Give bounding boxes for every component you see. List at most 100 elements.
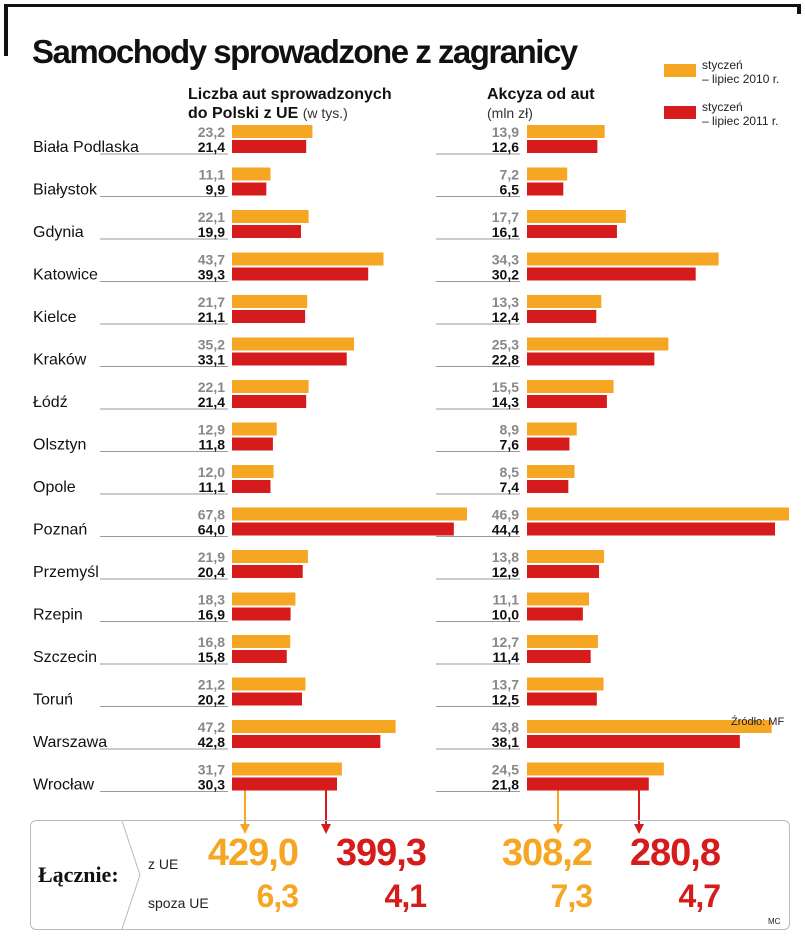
bar-p2-s2: [527, 565, 600, 578]
city-label: Przemyśl: [33, 564, 99, 581]
right-header-unit: (mln zł): [487, 105, 533, 121]
bar-value-label: 34,3: [492, 252, 519, 268]
bar-value-label: 30,3: [198, 777, 225, 793]
bar-value-label: 13,7: [492, 677, 519, 693]
city-label: Olsztyn: [33, 437, 86, 454]
bar-p1-s2: [232, 267, 369, 281]
bar-value-label: 16,1: [492, 224, 519, 240]
bar-value-label: 14,3: [492, 394, 519, 410]
bar-value-label: 12,9: [492, 564, 519, 580]
legend-2011-line2: – lipiec 2011 r.: [702, 114, 779, 128]
bar-value-label: 43,8: [492, 719, 519, 735]
bar-p1-s1: [232, 210, 309, 223]
bar-p2-s1: [527, 337, 669, 351]
source-note: Źródło: MF: [731, 716, 785, 728]
bar-p1-s2: [232, 437, 273, 451]
bar-p2-s1: [527, 167, 568, 181]
left-header-unit: (w tys.): [302, 105, 348, 121]
city-label: Opole: [33, 479, 76, 496]
bar-p1-s2: [232, 140, 307, 153]
city-label: Białystok: [33, 182, 98, 199]
bar-value-label: 20,2: [198, 692, 225, 708]
bar-value-label: 22,1: [198, 379, 225, 395]
left-panel-header: Liczba aut sprowadzonych do Polski z UE …: [188, 85, 392, 123]
bar-p2-s1: [527, 677, 604, 691]
bar-value-label: 22,8: [492, 352, 519, 368]
bar-value-label: 9,9: [206, 182, 226, 198]
bar-value-label: 19,9: [198, 224, 225, 240]
bar-value-label: 17,7: [492, 209, 519, 225]
bar-p2-s1: [527, 125, 605, 138]
bar-p2-s1: [527, 720, 772, 733]
chart-title: Samochody sprowadzone z zagranicy: [32, 33, 578, 70]
bar-p1-s2: [232, 225, 301, 238]
bar-value-label: 7,4: [500, 479, 520, 495]
bar-p2-s1: [527, 380, 614, 393]
bar-p1-s1: [232, 465, 274, 478]
bar-value-label: 67,8: [198, 507, 225, 523]
bar-p2-s1: [527, 550, 605, 563]
bar-p1-s2: [232, 777, 338, 791]
total-arrow-head-1: [240, 824, 250, 834]
bar-value-label: 46,9: [492, 507, 519, 523]
bar-value-label: 12,0: [198, 464, 225, 480]
bar-value-label: 21,4: [198, 394, 225, 410]
bar-value-label: 23,2: [198, 124, 225, 140]
bar-value-label: 21,7: [198, 294, 225, 310]
bar-value-label: 47,2: [198, 719, 225, 735]
bar-p1-s1: [232, 252, 384, 266]
bar-p1-s2: [232, 735, 381, 748]
total-cars-ue-2010: 429,0: [207, 832, 299, 874]
totals-chevron-divider: [121, 820, 141, 930]
bar-value-label: 12,9: [198, 422, 225, 438]
bar-p2-s2: [527, 607, 583, 621]
left-header-line1: Liczba aut sprowadzonych: [188, 86, 392, 103]
bar-p1-s1: [232, 550, 308, 563]
left-header-line2: do Polski z UE (w tys.): [188, 104, 392, 123]
bar-p2-s2: [527, 267, 696, 281]
bar-p1-s2: [232, 352, 347, 366]
bar-p1-s1: [232, 295, 308, 308]
bar-value-label: 21,4: [198, 139, 225, 155]
total-arrow-head-3: [553, 824, 563, 834]
bar-value-label: 21,2: [198, 677, 225, 693]
total-arrow-head-4: [634, 824, 644, 834]
bar-p2-s1: [527, 210, 626, 223]
bar-p2-s1: [527, 465, 575, 478]
city-label: Rzepin: [33, 607, 83, 624]
bar-p1-s2: [232, 650, 287, 663]
bar-p1-s1: [232, 507, 467, 521]
bar-p2-s1: [527, 295, 602, 308]
bar-value-label: 64,0: [198, 522, 225, 538]
legend-item-2010: styczeń – lipiec 2010 r.: [702, 58, 779, 86]
total-arrow-head-2: [321, 824, 331, 834]
bar-value-label: 13,8: [492, 549, 519, 565]
frame-top-rule: [4, 4, 801, 7]
total-cars-ue-2011: 399,3: [335, 832, 427, 874]
bar-value-label: 11,4: [493, 649, 520, 665]
bar-value-label: 21,8: [492, 777, 519, 793]
bar-p1-s1: [232, 422, 277, 436]
frame-left-rule: [4, 4, 8, 56]
city-label: Toruń: [33, 692, 73, 709]
bar-value-label: 44,4: [492, 522, 519, 538]
totals-label: Łącznie:: [38, 862, 119, 887]
right-header-line1: Akcyza od aut: [487, 86, 595, 103]
bar-p2-s1: [527, 762, 664, 776]
bar-value-label: 18,3: [198, 592, 225, 608]
left-header-line2-text: do Polski z UE: [188, 105, 299, 122]
bar-p1-s1: [232, 720, 396, 733]
legend-swatch-2010: [664, 64, 696, 77]
total-tax-non-ue-2010: 7,3: [550, 878, 593, 914]
city-label: Kielce: [33, 309, 77, 326]
bar-value-label: 39,3: [198, 267, 225, 283]
bar-p1-s2: [232, 182, 267, 196]
bar-p2-s2: [527, 140, 598, 153]
bar-p1-s1: [232, 635, 291, 648]
bar-value-label: 11,8: [199, 437, 226, 453]
bar-value-label: 12,7: [492, 634, 519, 650]
bar-p1-s2: [232, 565, 303, 578]
bar-value-label: 38,1: [492, 734, 519, 750]
bar-p1-s1: [232, 337, 355, 351]
